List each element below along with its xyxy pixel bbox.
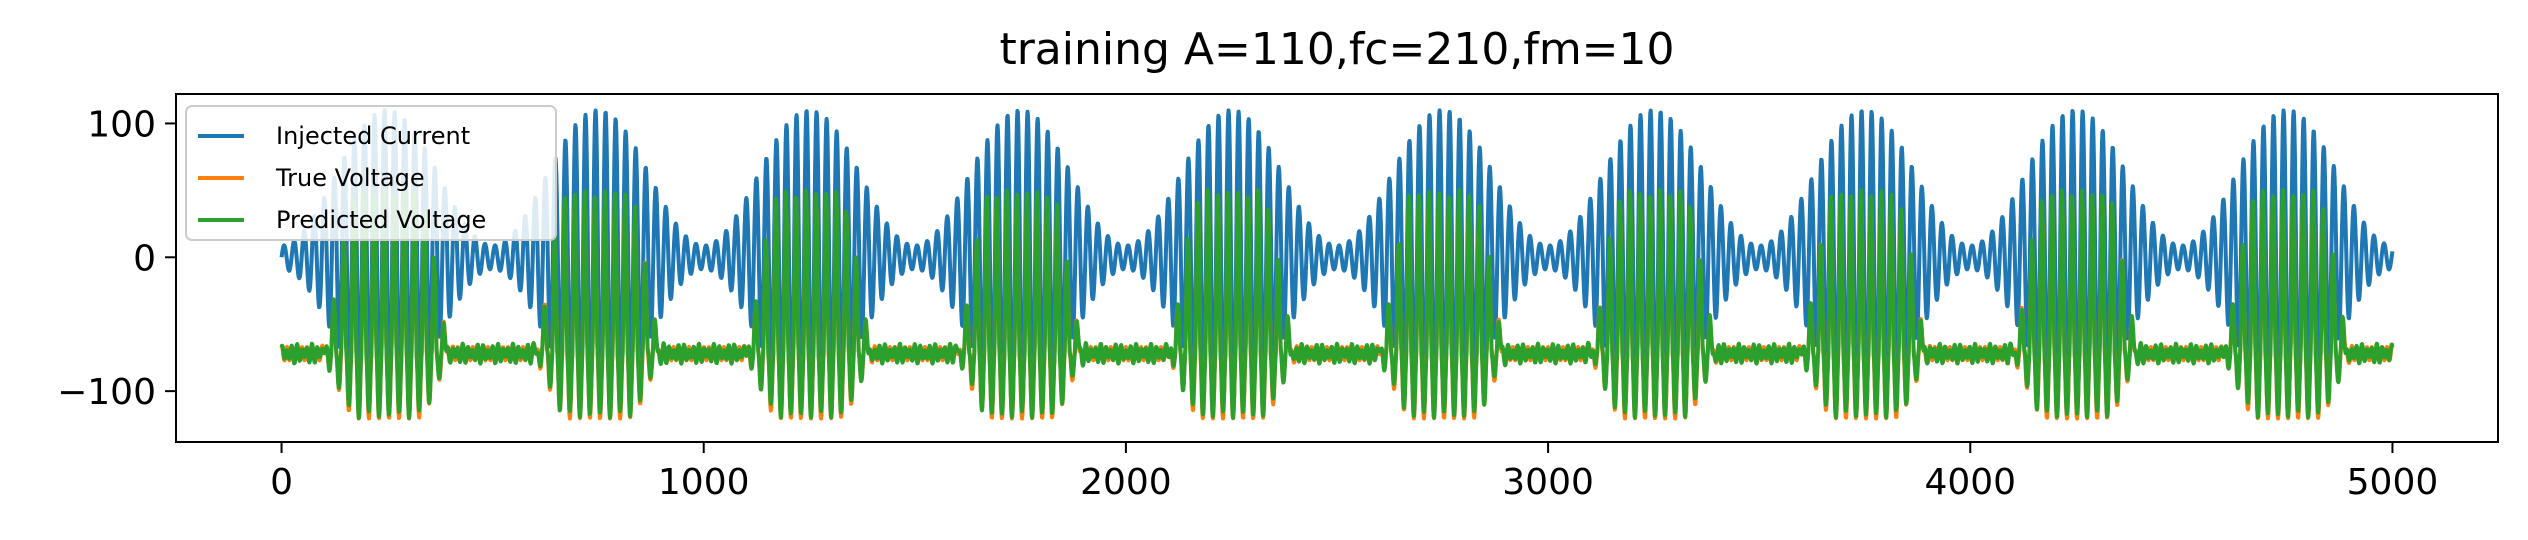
y-tick-label: 100 xyxy=(87,104,156,145)
legend-label: Injected Current xyxy=(276,122,470,150)
y-tick-label: −100 xyxy=(57,372,156,413)
x-tick-label: 4000 xyxy=(1924,462,2016,503)
series-lines xyxy=(279,108,2395,421)
legend-label: Predicted Voltage xyxy=(276,206,486,234)
legend-label: True Voltage xyxy=(275,164,425,192)
legend: Injected Current True Voltage Predicted Vo… xyxy=(185,105,557,241)
plot-area xyxy=(279,108,2395,421)
x-tick-label: 2000 xyxy=(1080,462,1172,503)
x-tick-label: 1000 xyxy=(658,462,750,503)
x-tick-label: 3000 xyxy=(1502,462,1594,503)
x-tick-label: 5000 xyxy=(2347,462,2439,503)
axes: 0 1000 2000 3000 4000 5000 −100 0 100 xyxy=(57,93,2499,503)
x-tick-label: 0 xyxy=(270,462,293,503)
y-tick-label: 0 xyxy=(133,238,156,279)
legend-box xyxy=(185,105,557,241)
chart-title: training A=110,fc=210,fm=10 xyxy=(999,24,1674,75)
plot-frame xyxy=(175,93,2499,443)
series-line-predicted-voltage xyxy=(279,188,2395,420)
